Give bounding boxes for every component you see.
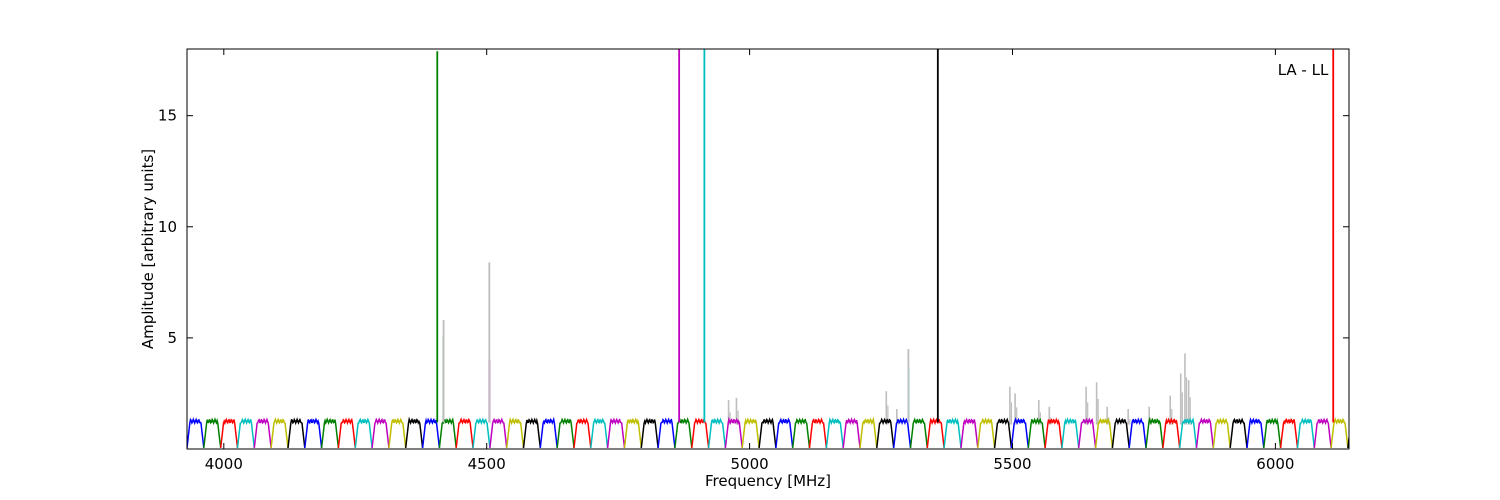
band-trace-52 [1061, 417, 1080, 448]
band-trace-39 [842, 417, 861, 448]
band-trace-38 [825, 416, 844, 448]
band-trace-34 [758, 417, 777, 448]
band-trace-37 [808, 417, 828, 448]
band-trace-23 [573, 417, 592, 448]
band-trace-41 [876, 417, 895, 448]
band-trace-65 [1279, 417, 1299, 448]
band-trace-60 [1195, 417, 1215, 448]
band-trace-33 [741, 417, 760, 448]
band-trace-15 [438, 417, 457, 448]
y-tick-label-1: 10 [158, 218, 177, 236]
y-tick-label-2: 15 [158, 107, 177, 125]
band-trace-17 [472, 417, 491, 448]
band-trace-48 [993, 417, 1013, 448]
band-trace-46 [960, 417, 979, 448]
band-trace-56 [1128, 417, 1147, 448]
band-trace-8 [320, 417, 340, 448]
band-trace-24 [590, 417, 609, 448]
x-tick-label-4: 6000 [1256, 455, 1294, 473]
band-trace-50 [1027, 417, 1046, 448]
trace-group [187, 49, 1349, 448]
band-trace-61 [1212, 417, 1231, 448]
band-trace-55 [1111, 417, 1130, 448]
band-trace-45 [943, 417, 962, 448]
band-trace-11 [371, 417, 390, 448]
band-trace-12 [388, 417, 407, 448]
band-trace-62 [1229, 417, 1248, 448]
band-trace-54 [1094, 417, 1114, 448]
band-trace-67 [1313, 417, 1332, 448]
band-trace-35 [775, 417, 794, 448]
band-trace-3 [236, 417, 256, 448]
band-trace-21 [539, 416, 558, 448]
band-trace-10 [354, 417, 373, 448]
x-tick-label-3: 5500 [993, 455, 1031, 473]
band-trace-58 [1162, 417, 1181, 448]
plot-area [186, 48, 1350, 450]
band-trace-51 [1044, 417, 1063, 448]
band-trace-49 [1010, 417, 1030, 448]
y-axis-label: Amplitude [arbitrary units] [139, 149, 157, 349]
band-trace-13 [404, 416, 424, 448]
band-trace-68 [1330, 417, 1349, 448]
panel-annotation: LA - LL [1278, 61, 1329, 79]
x-tick-label-2: 5000 [731, 455, 769, 473]
band-trace-5 [270, 417, 289, 448]
band-trace-53 [1077, 417, 1097, 448]
band-trace-18 [489, 417, 508, 448]
band-trace-1 [203, 417, 222, 448]
band-trace-14 [421, 417, 441, 448]
x-axis-label: Frequency [MHz] [705, 472, 831, 490]
band-trace-43 [909, 417, 929, 448]
band-trace-40 [859, 416, 878, 448]
band-trace-28 [657, 417, 676, 448]
band-trace-47 [977, 417, 996, 448]
band-trace-63 [1246, 417, 1265, 448]
band-trace-29 [674, 417, 693, 448]
band-trace-25 [606, 417, 626, 448]
band-trace-26 [623, 417, 643, 448]
band-trace-32 [724, 416, 743, 448]
band-trace-36 [791, 417, 811, 448]
band-trace-27 [640, 417, 659, 448]
band-trace-19 [505, 417, 525, 448]
x-axis-ticks: 4000 4500 5000 5500 6000 [205, 49, 1294, 473]
band-trace-22 [556, 417, 575, 448]
x-tick-label-1: 4500 [468, 455, 506, 473]
band-trace-2 [219, 417, 239, 448]
band-trace-64 [1263, 417, 1282, 448]
band-trace-7 [304, 417, 323, 448]
band-trace-57 [1145, 416, 1164, 448]
axes-frame [186, 48, 1350, 450]
band-trace-6 [287, 417, 306, 448]
band-trace-44 [926, 417, 945, 448]
band-trace-20 [522, 417, 542, 448]
band-trace-0 [187, 417, 205, 448]
band-trace-16 [455, 417, 474, 448]
band-trace-31 [707, 417, 727, 448]
y-axis-ticks: 5 10 15 [158, 107, 1349, 347]
x-tick-label-0: 4000 [205, 455, 243, 473]
band-trace-59 [1178, 417, 1198, 448]
band-trace-66 [1296, 417, 1316, 448]
band-trace-4 [253, 417, 272, 448]
y-tick-label-0: 5 [167, 329, 177, 347]
band-trace-42 [892, 417, 912, 448]
band-trace-30 [691, 417, 710, 448]
band-trace-9 [337, 417, 357, 448]
